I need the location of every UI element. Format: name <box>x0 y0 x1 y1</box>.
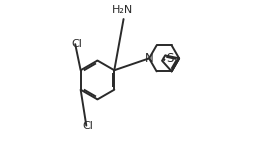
Text: Cl: Cl <box>83 121 93 131</box>
Text: N: N <box>145 52 153 65</box>
Text: Cl: Cl <box>71 39 82 49</box>
Text: H₂N: H₂N <box>112 5 133 15</box>
Text: S: S <box>167 52 174 65</box>
